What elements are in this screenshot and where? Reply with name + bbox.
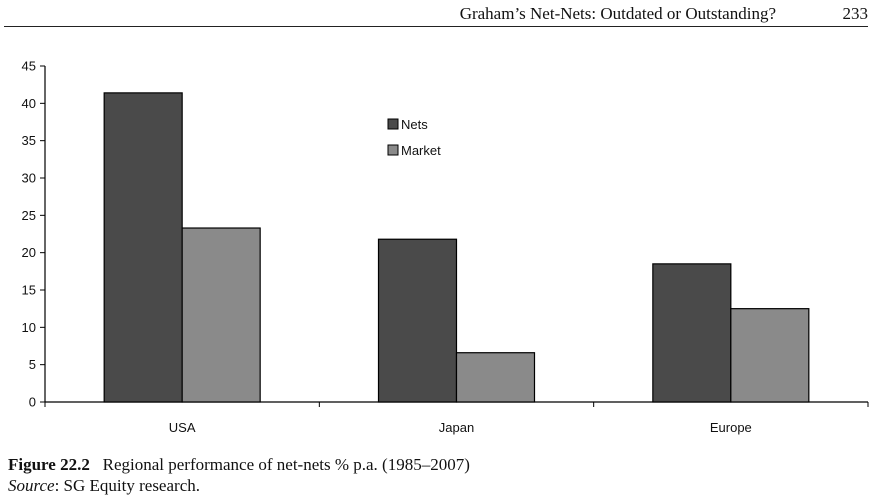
chart-axes: 0 5 10 15 20 25 30 35 40 45 USA Japan Europe — [22, 59, 869, 435]
header-rule — [4, 26, 868, 27]
source-label: Source — [8, 476, 55, 495]
figure-caption: Figure 22.2 Regional performance of net-… — [8, 454, 470, 496]
legend-label: Market — [401, 143, 441, 158]
legend-label: Nets — [401, 117, 428, 132]
y-tick-label: 0 — [29, 395, 36, 410]
running-header: Graham’s Net-Nets: Outdated or Outstandi… — [0, 4, 868, 26]
y-tick-label: 25 — [22, 208, 36, 223]
bar-market-japan — [455, 352, 536, 403]
x-tick-label: Japan — [439, 420, 474, 435]
y-tick-label: 5 — [29, 357, 36, 372]
figure-caption-line: Figure 22.2 Regional performance of net-… — [8, 454, 470, 475]
y-tick-label: 40 — [22, 96, 36, 111]
y-tick-label: 45 — [22, 59, 36, 74]
source-line: Source: SG Equity research. — [8, 475, 470, 496]
bar-nets-europe — [652, 263, 732, 403]
y-tick-label: 35 — [22, 133, 36, 148]
y-tick-label: 15 — [22, 283, 36, 298]
figure-label: Figure 22.2 — [8, 455, 90, 474]
running-title: Graham’s Net-Nets: Outdated or Outstandi… — [459, 4, 776, 23]
bar-nets-usa — [103, 92, 183, 403]
page-number: 233 — [842, 4, 869, 23]
chart-bars — [103, 92, 810, 403]
figure-text: Regional performance of net-nets % p.a. … — [102, 455, 470, 474]
y-tick-label: 10 — [22, 320, 36, 335]
y-tick-label: 30 — [22, 171, 36, 186]
legend-swatch — [387, 118, 399, 130]
x-tick-label: USA — [169, 420, 196, 435]
x-tick-label: Europe — [710, 420, 752, 435]
bar-market-europe — [730, 308, 810, 403]
bar-nets-japan — [377, 238, 458, 403]
bar-market-usa — [181, 227, 261, 403]
y-tick-label: 20 — [22, 245, 36, 260]
legend-swatch — [387, 144, 399, 156]
chart-legend: Nets Market — [387, 117, 441, 158]
source-text: : SG Equity research. — [54, 476, 200, 495]
bar-chart: 0 5 10 15 20 25 30 35 40 45 USA Japan Europe Nets Mar… — [22, 59, 869, 435]
